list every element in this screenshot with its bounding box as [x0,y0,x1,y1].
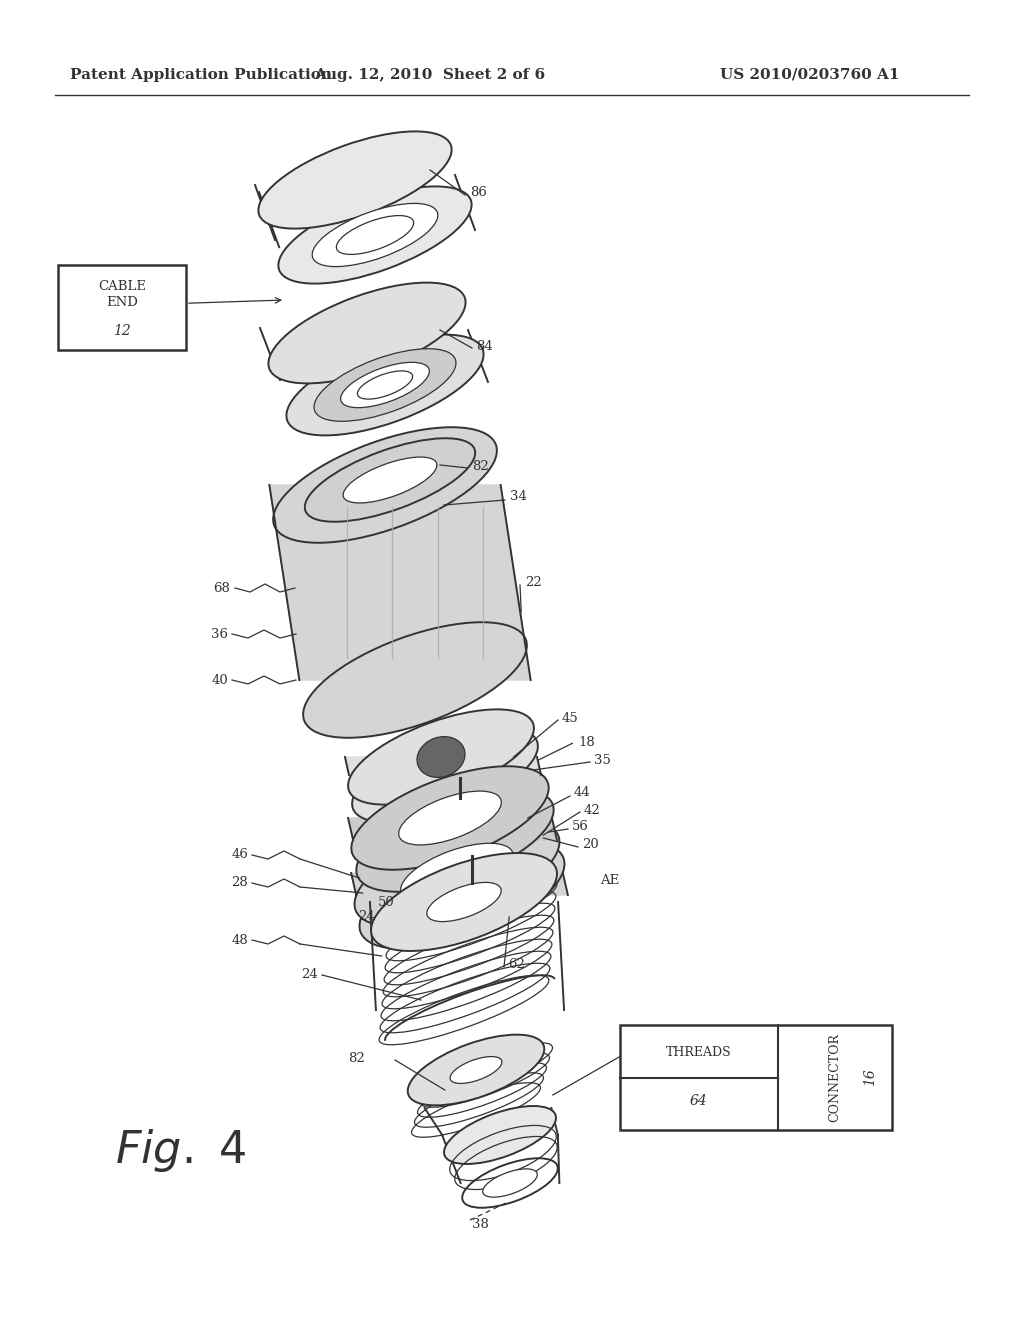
Ellipse shape [258,132,452,228]
Text: 50: 50 [378,895,394,908]
Text: 46: 46 [231,849,248,862]
Ellipse shape [482,1168,538,1197]
Ellipse shape [408,1035,545,1105]
Ellipse shape [451,1056,502,1084]
Text: 22: 22 [525,576,542,589]
Polygon shape [269,484,530,680]
Text: 82: 82 [472,459,488,473]
Text: AE: AE [600,874,620,887]
Text: 40: 40 [211,673,228,686]
Text: 35: 35 [594,754,611,767]
Ellipse shape [341,362,429,408]
Text: 44: 44 [574,787,591,800]
Ellipse shape [371,853,557,950]
Text: 34: 34 [510,490,527,503]
Ellipse shape [356,788,554,892]
Ellipse shape [287,334,483,436]
Ellipse shape [400,843,513,903]
Ellipse shape [336,215,414,255]
Ellipse shape [444,1106,556,1164]
Text: 12: 12 [113,325,131,338]
Text: 24: 24 [301,969,318,982]
Ellipse shape [273,428,497,543]
Text: 68: 68 [213,582,230,594]
Text: 62: 62 [508,958,525,972]
Text: 18: 18 [578,735,595,748]
Ellipse shape [303,622,527,738]
FancyBboxPatch shape [620,1026,892,1130]
Text: THREADS: THREADS [666,1045,732,1059]
Text: 64: 64 [690,1093,708,1107]
Ellipse shape [398,791,502,845]
Text: 16: 16 [863,1069,878,1086]
Text: 20: 20 [582,838,599,851]
Polygon shape [345,756,541,775]
Text: CABLE
END: CABLE END [98,280,146,309]
Text: 36: 36 [211,627,228,640]
Text: 86: 86 [470,186,486,198]
Ellipse shape [351,766,549,870]
Text: Patent Application Publication: Patent Application Publication [70,69,332,82]
Ellipse shape [359,841,564,949]
Ellipse shape [427,882,501,921]
Ellipse shape [305,438,475,521]
Polygon shape [351,873,568,895]
Polygon shape [348,818,557,840]
Ellipse shape [314,348,456,421]
Text: 38: 38 [472,1217,488,1230]
Ellipse shape [312,203,438,267]
FancyBboxPatch shape [58,265,186,350]
Text: 24: 24 [358,909,375,923]
Text: 42: 42 [584,804,601,817]
Text: 84: 84 [476,339,493,352]
Ellipse shape [268,282,466,383]
Ellipse shape [417,737,465,777]
Ellipse shape [348,709,534,805]
Ellipse shape [354,818,559,927]
Text: 82: 82 [348,1052,365,1064]
Ellipse shape [357,371,413,399]
Text: 28: 28 [231,876,248,890]
Text: US 2010/0203760 A1: US 2010/0203760 A1 [720,69,899,82]
Text: CONNECTOR: CONNECTOR [828,1034,842,1122]
Text: 48: 48 [231,933,248,946]
Text: 56: 56 [572,821,589,833]
Ellipse shape [352,727,538,822]
Text: 45: 45 [562,711,579,725]
Text: Aug. 12, 2010  Sheet 2 of 6: Aug. 12, 2010 Sheet 2 of 6 [314,69,546,82]
Ellipse shape [462,1158,558,1208]
Text: $\it{Fig.}$ $\it{4}$: $\it{Fig.}$ $\it{4}$ [115,1126,246,1173]
Ellipse shape [279,186,472,284]
Ellipse shape [343,457,437,503]
